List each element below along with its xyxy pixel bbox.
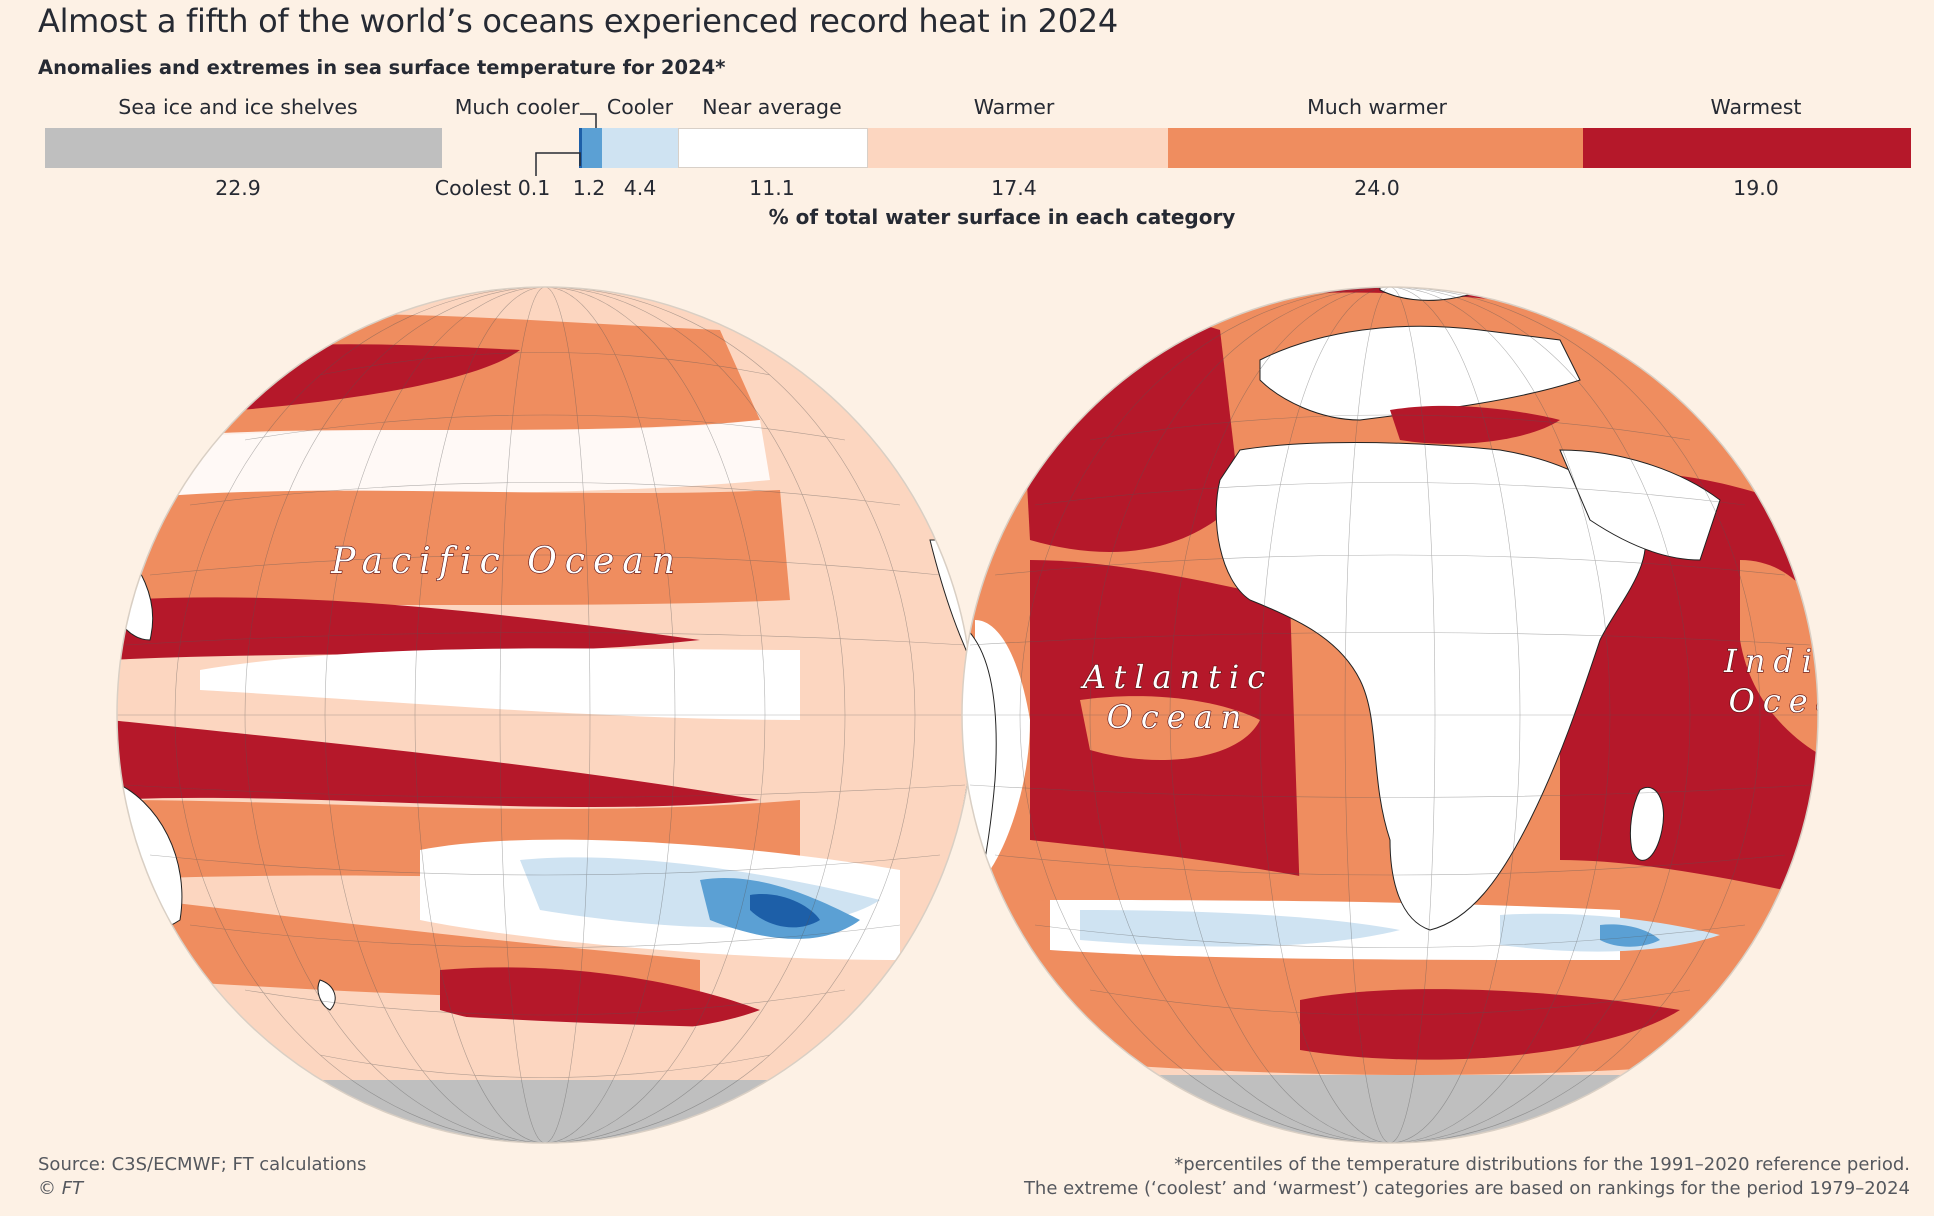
legend-value-near-average: 11.1: [749, 176, 795, 200]
legend-swatch-much-warmer: [1168, 128, 1583, 168]
legend-label-cooler: Cooler: [606, 95, 674, 119]
atlantic-graticule: [962, 287, 1818, 1143]
legend-value-warmest: 19.0: [1733, 176, 1779, 200]
legend-swatch-warmer: [868, 128, 1168, 168]
chart-subtitle: Anomalies and extremes in sea surface te…: [38, 56, 726, 79]
legend-value-much-cooler: 1.2: [572, 176, 606, 200]
atlantic-ocean-label-line1: Atlantic: [1080, 658, 1273, 696]
chart-title: Almost a fifth of the world’s oceans exp…: [38, 2, 1118, 40]
legend-label-sea-ice: Sea ice and ice shelves: [118, 95, 358, 119]
legend-swatch-warmest: [1583, 128, 1911, 168]
legend-swatch-much-cooler: [582, 128, 602, 168]
footnote-line-1: *percentiles of the temperature distribu…: [1174, 1154, 1910, 1175]
legend-label-warmer: Warmer: [973, 95, 1055, 119]
legend-axis-note: % of total water surface in each categor…: [768, 205, 1236, 229]
legend-swatch-near-average: [678, 128, 868, 168]
legend-swatch-coolest: [579, 128, 582, 168]
legend-value-cooler: 4.4: [623, 176, 657, 200]
atlantic-globe-outline: [961, 286, 1819, 1144]
legend-value-sea-ice: 22.9: [215, 176, 261, 200]
legend-swatch-cooler: [602, 128, 678, 168]
legend-value-coolest: 0.1: [517, 176, 551, 200]
footnote-line-2: The extreme (‘coolest’ and ‘warmest’) ca…: [1023, 1178, 1910, 1199]
pacific-globe: Pacific Ocean: [117, 287, 973, 1143]
legend-label-near-average: Near average: [702, 95, 842, 119]
legend-swatch-sea-ice: [45, 128, 442, 168]
atlantic-ocean-label-line2: Ocean: [1107, 698, 1250, 736]
copyright: © FT: [38, 1178, 84, 1199]
legend-value-much-warmer: 24.0: [1354, 176, 1400, 200]
source-note: Source: C3S/ECMWF; FT calculations: [38, 1154, 367, 1175]
indian-ocean-label-line1: Indian: [1723, 642, 1876, 680]
pacific-ocean-label: Pacific Ocean: [330, 541, 683, 582]
legend-value-warmer: 17.4: [991, 176, 1037, 200]
legend-label-warmest: Warmest: [1710, 95, 1802, 119]
legend-label-much-cooler: Much cooler: [454, 95, 580, 119]
legend-label-coolest: Coolest: [434, 176, 512, 200]
pacific-graticule: [117, 287, 973, 1143]
indian-ocean-label-line2: Ocean: [1729, 682, 1872, 720]
legend-label-much-warmer: Much warmer: [1307, 95, 1447, 119]
